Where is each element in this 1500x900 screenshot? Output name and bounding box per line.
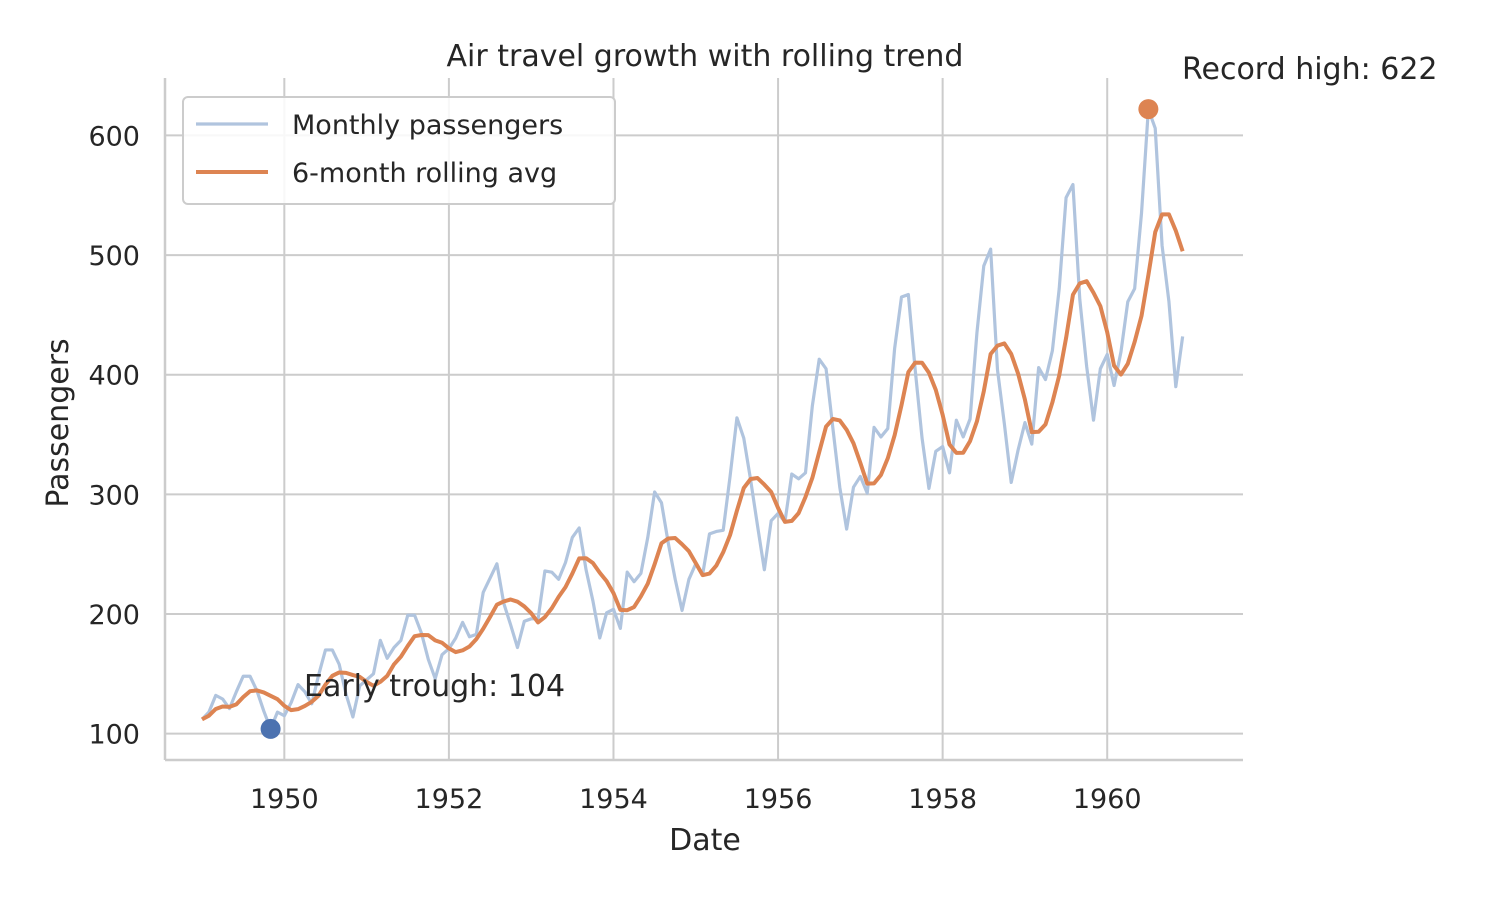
annotation-record-high: Record high: 622 bbox=[1182, 52, 1438, 87]
series-line-rolling-avg bbox=[201, 212, 1185, 722]
y-tick-label: 500 bbox=[88, 241, 140, 272]
tick-labels: 1950 1952 1954 1956 1958 1960 100 200 300 400 500 6… bbox=[88, 121, 1141, 815]
legend-label-rolling: 6-month rolling avg bbox=[292, 158, 557, 189]
legend: Monthly passengers 6-month rolling avg bbox=[182, 96, 616, 205]
x-tick-label: 1954 bbox=[579, 784, 648, 815]
axes-spines bbox=[163, 78, 1243, 762]
x-tick-label: 1956 bbox=[744, 784, 813, 815]
y-tick-label: 300 bbox=[88, 480, 140, 511]
x-tick-label: 1950 bbox=[250, 784, 319, 815]
legend-label-monthly: Monthly passengers bbox=[292, 110, 563, 141]
early-trough-marker bbox=[260, 718, 281, 739]
y-tick-label: 200 bbox=[88, 600, 140, 631]
x-axis-title: Date bbox=[669, 823, 741, 858]
x-tick-label: 1952 bbox=[415, 784, 484, 815]
x-tick-label: 1960 bbox=[1073, 784, 1142, 815]
y-tick-label: 600 bbox=[88, 121, 140, 152]
y-tick-label: 100 bbox=[88, 720, 140, 751]
series-layer bbox=[200, 107, 1185, 731]
chart-title: Air travel growth with rolling trend bbox=[447, 39, 964, 74]
annotation-early-trough: Early trough: 104 bbox=[304, 669, 565, 704]
y-tick-label: 400 bbox=[88, 361, 140, 392]
y-axis-title: Passengers bbox=[41, 338, 76, 507]
annotation-markers bbox=[260, 99, 1159, 739]
legend-frame bbox=[182, 96, 616, 205]
x-tick-label: 1958 bbox=[908, 784, 977, 815]
record-high-marker bbox=[1138, 99, 1159, 120]
